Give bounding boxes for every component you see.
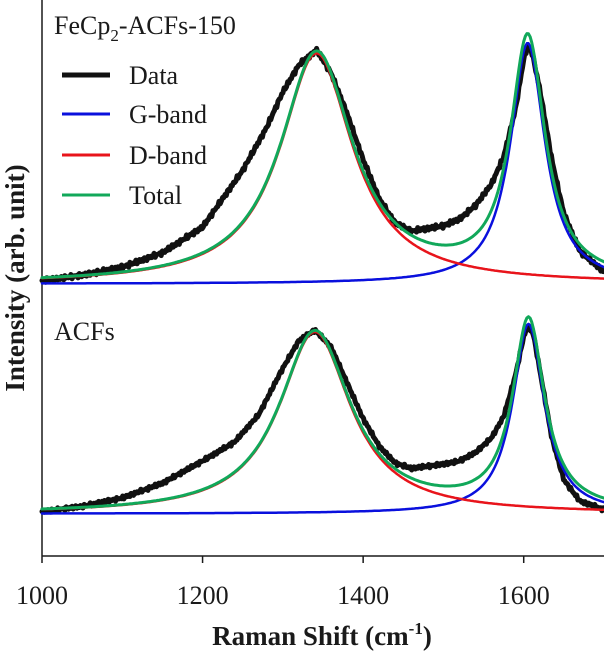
- x-axis-ticks: [41, 556, 525, 563]
- panel-label-top-subscript: 2: [110, 26, 119, 45]
- total-line-bottom: [40, 315, 604, 511]
- x-tick-label-1200: 1200: [177, 581, 229, 610]
- legend-label-g-band: G-band: [129, 100, 207, 129]
- panel-label-bottom: ACFs: [54, 317, 115, 346]
- x-axis-tick-labels: 1000 1200 1400 1600: [16, 581, 550, 610]
- y-axis-title: Intensity (arb. unit): [0, 164, 30, 391]
- panel-label-top-suffix: -ACFs-150: [119, 11, 236, 40]
- x-axis-title-close: ): [423, 621, 432, 651]
- g-band-line-top: [40, 42, 604, 285]
- x-tick-label-1400: 1400: [337, 581, 389, 610]
- x-tick-label-1600: 1600: [498, 581, 550, 610]
- panel-label-top: FeCp2-ACFs-150: [54, 11, 236, 45]
- g-band-line-bottom: [40, 322, 604, 515]
- x-axis-title: Raman Shift (cm-1): [212, 619, 432, 651]
- total-line-top: [40, 32, 604, 280]
- x-axis-title-superscript: -1: [409, 619, 423, 638]
- legend: Data G-band D-band Total: [62, 61, 207, 210]
- legend-label-total: Total: [129, 181, 182, 210]
- x-tick-label-1000: 1000: [16, 581, 68, 610]
- legend-label-data: Data: [129, 61, 179, 90]
- series-curves: [39, 32, 604, 515]
- legend-label-d-band: D-band: [129, 141, 207, 170]
